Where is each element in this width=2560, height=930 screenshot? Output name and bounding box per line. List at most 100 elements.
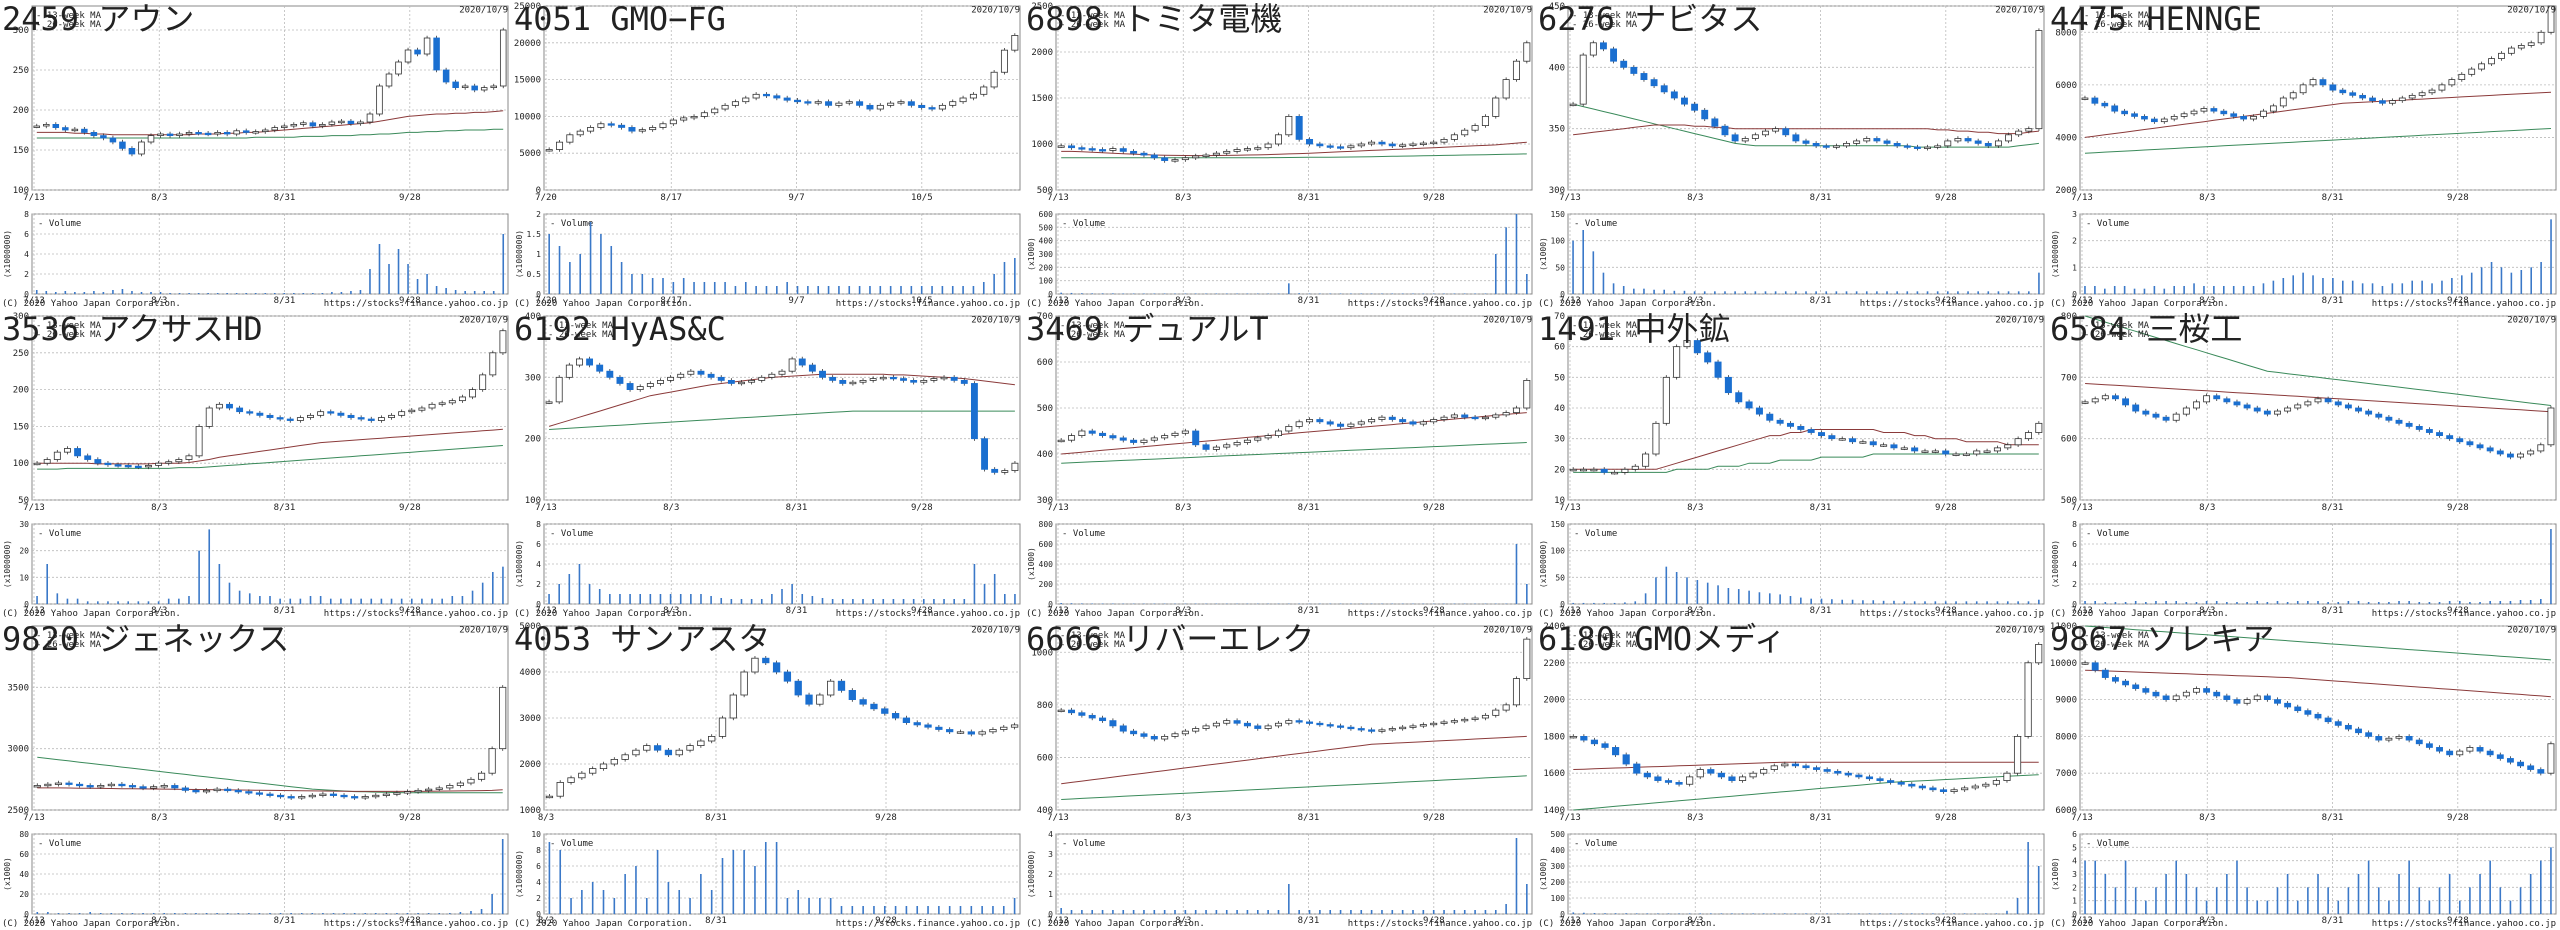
candle [1762, 130, 1769, 136]
candle [452, 81, 459, 88]
candle [1000, 726, 1008, 730]
candle [2527, 450, 2535, 455]
volume-legend: - Volume [2086, 839, 2129, 849]
candle [1717, 772, 1725, 778]
candle [52, 124, 60, 129]
candle [2035, 422, 2043, 433]
candle [2355, 407, 2362, 412]
candle [2408, 94, 2416, 99]
candle [1670, 91, 1678, 99]
candle [1357, 421, 1365, 425]
candle [94, 459, 102, 464]
candle [1741, 138, 1749, 142]
candle [2003, 772, 2011, 781]
volume-tick-label: 0 [1560, 910, 1565, 919]
footer-url: https://stocks.finance.yahoo.co.jp [836, 919, 1020, 929]
x-tick-label: 7/13 [1047, 503, 1069, 513]
candle [700, 112, 708, 117]
chart-date: 2020/10/9 [1483, 316, 1532, 326]
candle [226, 403, 233, 409]
footer-url: https://stocks.finance.yahoo.co.jp [1348, 299, 1532, 309]
candle [1502, 704, 1510, 711]
price-tick-label: 2500 [1031, 2, 1053, 12]
candle [245, 791, 253, 794]
candle [398, 411, 406, 416]
candle [1853, 140, 1861, 144]
candle [214, 131, 221, 135]
candle [2210, 108, 2218, 112]
x-tick-label: 10/5 [911, 193, 933, 203]
candle [1481, 116, 1489, 127]
footer-copyright: (C) 2020 Yahoo Japan Corporation. [1026, 299, 1205, 309]
candle [1099, 432, 1107, 437]
volume-tick-label: 6 [536, 862, 541, 871]
volume-unit-label: (x1000000) [3, 540, 12, 588]
volume-legend: - Volume [38, 529, 81, 539]
candle [969, 93, 977, 99]
volume-tick-label: 6 [24, 230, 29, 239]
candle [738, 381, 745, 385]
ma26-legend: - 26-week MA [1572, 20, 1638, 30]
candle [1523, 42, 1531, 62]
candle [859, 380, 867, 383]
volume-plot-frame [2079, 213, 2557, 295]
candle [357, 121, 364, 124]
candle [1523, 638, 1531, 679]
candle [337, 412, 345, 416]
price-tick-label: 6000 [2055, 81, 2077, 91]
candle [499, 29, 507, 87]
candle [1378, 729, 1386, 732]
candle [618, 124, 626, 128]
volume-x-tick-label: 9/28 [399, 296, 421, 306]
candle [1818, 432, 1826, 436]
candle [2319, 79, 2327, 86]
candle [1580, 468, 1588, 472]
ma26-legend: - 26-week MA [1060, 640, 1126, 650]
volume-tick-label: 100 [1551, 237, 1566, 246]
candle [946, 729, 954, 733]
volume-unit-label: (x1000000) [2051, 230, 2060, 278]
candle [849, 381, 857, 385]
chart-date: 2020/10/9 [971, 626, 1020, 636]
candle [1707, 769, 1715, 774]
candle [1880, 444, 1888, 447]
candle [2385, 416, 2393, 421]
candle [889, 376, 897, 380]
candle [2329, 84, 2337, 91]
price-tick-label: 25000 [514, 2, 541, 12]
ma26-legend: - 26-week MA [548, 330, 614, 340]
candle [1983, 450, 1991, 453]
candle [1855, 774, 1863, 778]
candle [819, 370, 826, 378]
candle [1621, 468, 1629, 473]
stock-chart-panel: 400 600 800 1000 7/13 7/13 8/3 8/3 8/31 8/31 9/28 9… [1026, 620, 1533, 929]
ma13-legend: - 13-week MA [1572, 321, 1638, 331]
candle [1681, 97, 1688, 105]
candle [788, 358, 796, 372]
candle [1430, 141, 1438, 145]
candle [2112, 395, 2119, 400]
volume-unit-label: (x1000) [1539, 857, 1548, 891]
candle [2081, 401, 2089, 404]
x-tick-label: 7/13 [2071, 813, 2093, 823]
stock-chart-panel: 50010001500200025007/137/138/38/38/318/3… [1026, 0, 1533, 309]
candle [1622, 754, 1630, 765]
chart-title: 3469 デュアルT [1026, 310, 1269, 348]
volume-tick-label: 0 [2072, 290, 2077, 299]
candle [377, 417, 385, 421]
candle [1890, 444, 1898, 449]
volume-x-tick-label: 8/31 [274, 916, 296, 926]
volume-tick-label: 10 [19, 573, 29, 582]
price-tick-label: 700 [2061, 373, 2077, 383]
price-tick-label: 5000 [519, 149, 541, 159]
candle [1942, 450, 1950, 455]
volume-tick-label: 0 [24, 910, 29, 919]
candle [1450, 414, 1458, 418]
candle [296, 417, 304, 421]
volume-tick-label: 4 [24, 250, 29, 259]
candle [2359, 94, 2366, 99]
candle [65, 782, 73, 785]
ma13-legend: - 13-week MA [36, 11, 102, 21]
candle [1859, 441, 1867, 444]
candle [556, 141, 564, 150]
